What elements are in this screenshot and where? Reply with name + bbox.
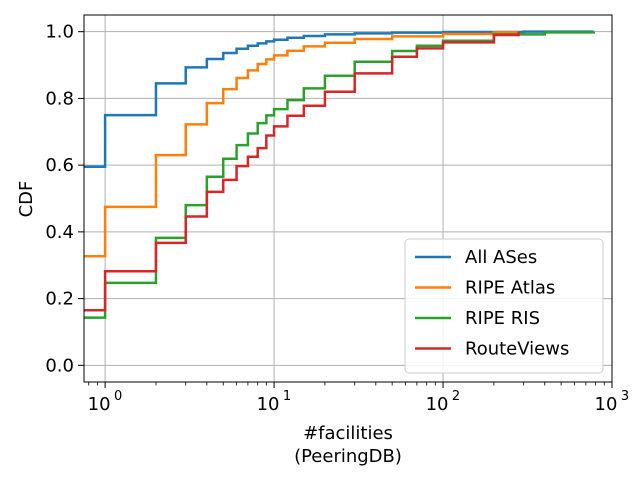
plot-frame	[83, 14, 613, 383]
legend-box	[404, 238, 604, 374]
y-tick-label: 0.4	[45, 222, 74, 243]
legend-label: RIPE RIS	[465, 308, 540, 329]
y-tick-label: 0.0	[45, 355, 74, 376]
x-axis-label-line2: (PeeringDB)	[294, 446, 402, 467]
series-line-ripe-atlas	[84, 31, 520, 258]
y-axis-ticks: 0.0 0.2 0.4 0.6 0.8 1.0	[45, 22, 84, 376]
y-tick-label: 1.0	[45, 22, 74, 43]
legend-label: RouteViews	[465, 339, 569, 360]
series-line-routeviews	[84, 31, 520, 312]
x-axis-label-line1: #facilities	[303, 423, 393, 444]
x-tick-label: 10	[257, 394, 280, 415]
y-axis-label: CDF	[16, 181, 37, 218]
y-tick-label: 0.8	[45, 88, 74, 109]
x-tick-label: 10	[88, 394, 111, 415]
x-axis-ticks: 10 0 10 1 10 2 10 3	[88, 382, 629, 415]
x-tick-label-exponent: 2	[452, 389, 460, 404]
x-tick-label-exponent: 1	[283, 389, 291, 404]
legend-label: All ASes	[465, 247, 537, 268]
x-tick-label-exponent: 0	[114, 389, 122, 404]
x-tick-label: 10	[595, 394, 618, 415]
legend: All ASes RIPE Atlas RIPE RIS RouteViews	[404, 238, 604, 374]
x-tick-label: 10	[426, 394, 449, 415]
y-tick-label: 0.2	[45, 289, 74, 310]
series-line-all-ases	[84, 30, 594, 169]
y-tick-label: 0.6	[45, 155, 74, 176]
plot-series	[84, 30, 596, 319]
x-tick-label-exponent: 3	[621, 389, 629, 404]
legend-label: RIPE Atlas	[465, 278, 555, 299]
